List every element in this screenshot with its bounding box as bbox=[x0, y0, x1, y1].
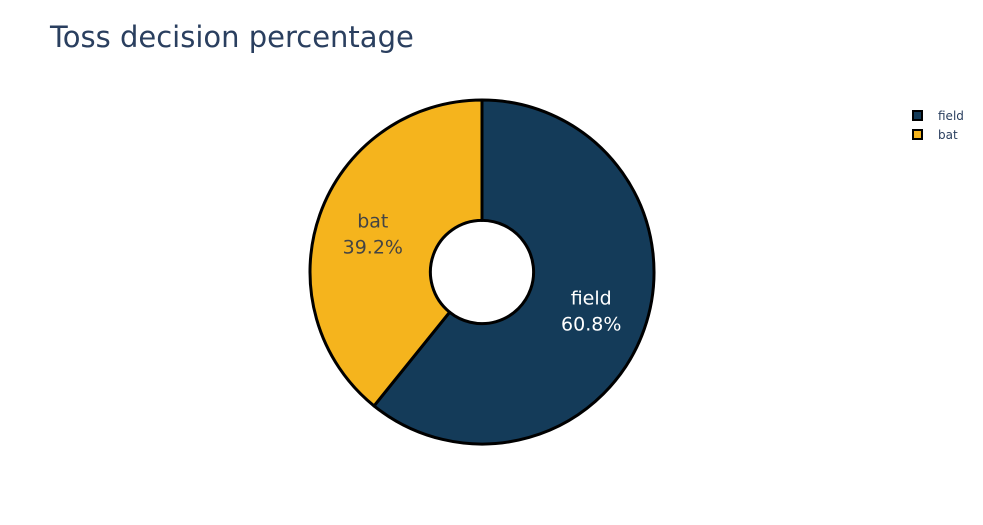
slice-field[interactable] bbox=[372, 98, 656, 446]
slice-label-bat: bat 39.2% bbox=[343, 210, 403, 258]
legend-item-bat[interactable]: bat bbox=[912, 125, 964, 144]
legend-swatch-field bbox=[912, 110, 923, 121]
legend: field bat bbox=[912, 106, 964, 144]
chart-title: Toss decision percentage bbox=[50, 20, 414, 54]
slice-bat[interactable] bbox=[308, 98, 484, 408]
legend-swatch-bat bbox=[912, 129, 923, 140]
slice-label-field: field 60.8% bbox=[561, 288, 621, 336]
legend-label-bat: bat bbox=[938, 127, 958, 142]
legend-label-field: field bbox=[938, 108, 964, 123]
legend-item-field[interactable]: field bbox=[912, 106, 964, 125]
